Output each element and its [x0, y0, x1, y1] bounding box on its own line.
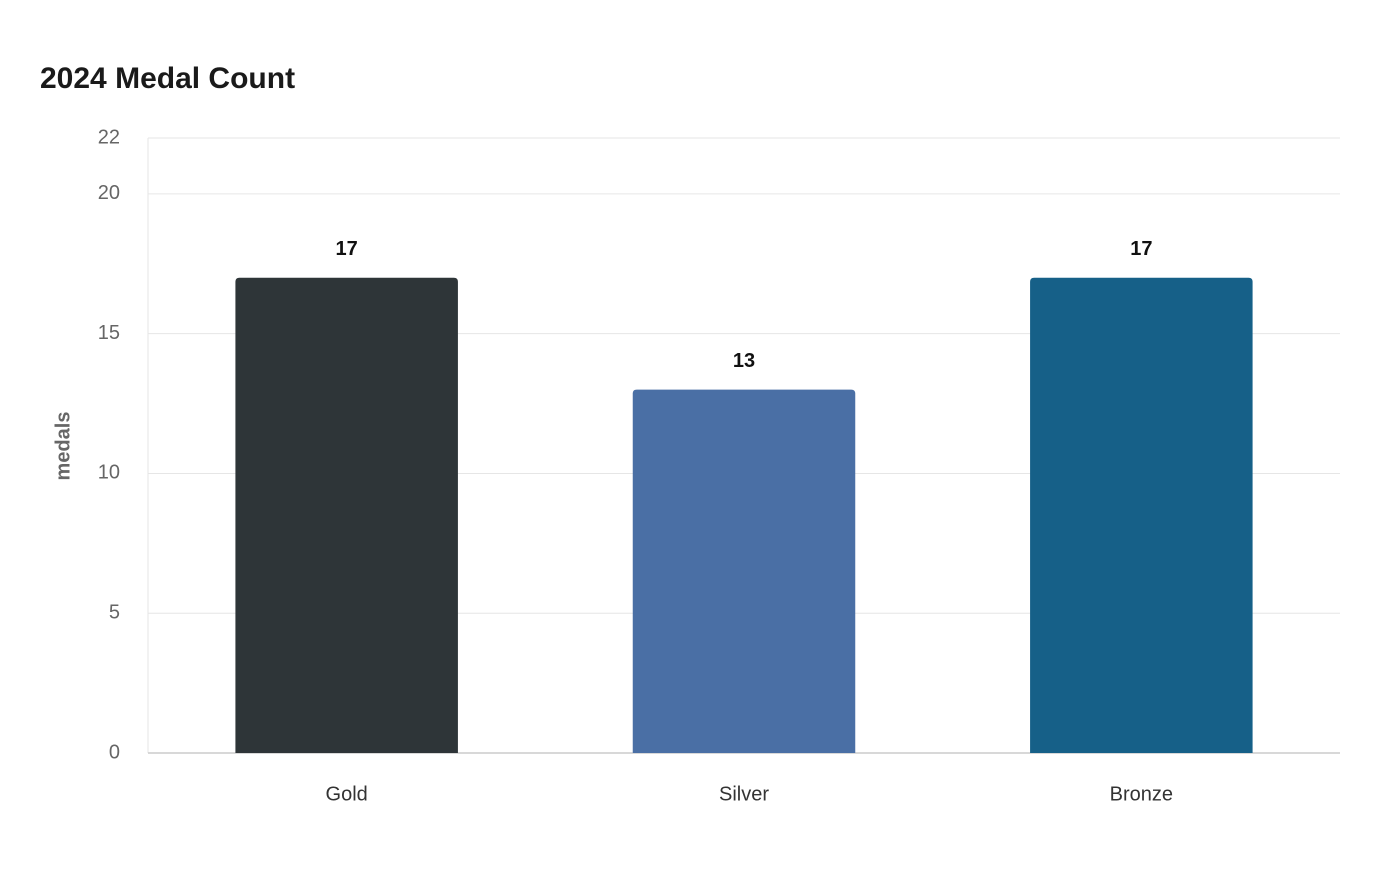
x-tick-label: Bronze — [1110, 783, 1173, 805]
bar — [235, 277, 458, 753]
chart-title: 2024 Medal Count — [40, 62, 295, 95]
y-axis-label: medals — [52, 412, 74, 481]
data-label: 13 — [733, 350, 755, 372]
y-tick-label: 20 — [98, 182, 120, 204]
y-tick-label: 5 — [109, 602, 120, 624]
data-label: 17 — [1130, 238, 1152, 260]
data-label: 17 — [336, 238, 358, 260]
y-tick-label: 0 — [109, 741, 120, 763]
bar — [1030, 277, 1253, 753]
x-tick-label: Silver — [719, 783, 769, 805]
y-tick-label: 15 — [98, 322, 120, 344]
bar — [632, 389, 856, 753]
x-tick-label: Gold — [326, 783, 368, 805]
y-tick-label: 22 — [98, 126, 120, 148]
y-tick-label: 10 — [98, 462, 120, 484]
